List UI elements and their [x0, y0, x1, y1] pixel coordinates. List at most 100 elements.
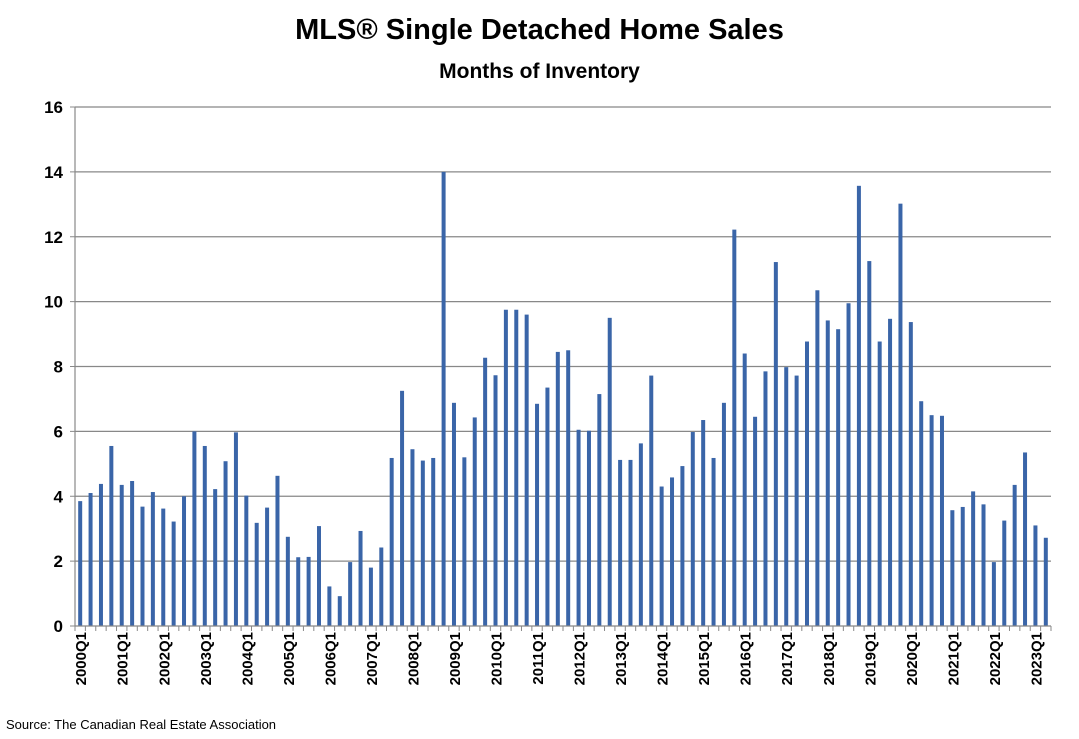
bar-2008Q2 — [420, 460, 425, 626]
bar-2022Q4 — [1023, 452, 1028, 626]
bar-2017Q2 — [794, 375, 799, 626]
x-tick-label: 2006Q1 — [322, 632, 339, 685]
x-tick-label: 2003Q1 — [198, 632, 215, 685]
x-tick-label: 2020Q1 — [904, 632, 921, 685]
bar-2013Q4 — [649, 375, 654, 626]
y-tick-label: 0 — [54, 617, 63, 636]
bar-2017Q1 — [784, 367, 789, 626]
bar-2009Q4 — [483, 357, 488, 626]
bar-2008Q4 — [441, 171, 446, 627]
bar-2021Q3 — [971, 491, 976, 626]
bar-2006Q4 — [358, 530, 363, 626]
bar-2018Q3 — [846, 303, 851, 626]
bar-2009Q3 — [472, 417, 477, 626]
bar-2014Q1 — [659, 486, 664, 626]
bar-2005Q3 — [306, 556, 311, 626]
y-axis-ticks: 0 2 4 6 8 10 12 14 16 — [44, 98, 75, 636]
bar-2022Q1 — [991, 562, 996, 626]
y-tick-label: 2 — [54, 552, 63, 571]
bar-2003Q3 — [223, 461, 228, 626]
x-tick-label: 2005Q1 — [281, 632, 298, 685]
bar-2000Q4 — [109, 445, 114, 626]
bar-2006Q1 — [327, 586, 332, 626]
bar-2005Q1 — [285, 536, 290, 626]
x-tick-label: 2000Q1 — [73, 632, 90, 685]
x-tick-label: 2021Q1 — [945, 632, 962, 685]
bar-2010Q2 — [503, 309, 508, 626]
x-tick-label: 2022Q1 — [987, 632, 1004, 685]
bar-2015Q1 — [701, 420, 706, 626]
y-tick-label: 6 — [54, 422, 63, 441]
x-tick-label: 2004Q1 — [239, 632, 256, 685]
bar-2017Q3 — [805, 341, 809, 626]
bar-2018Q1 — [825, 320, 830, 626]
x-axis-ticks: 2000Q1 2001Q1 2002Q1 2003Q1 2004Q1 2005Q1 2006… — [73, 626, 1052, 685]
bar-2015Q4 — [732, 229, 737, 627]
x-tick-label: 2016Q1 — [738, 632, 755, 685]
bar-2018Q2 — [836, 329, 841, 626]
bar-2022Q2 — [1002, 520, 1007, 626]
x-tick-label: 2023Q1 — [1028, 632, 1045, 685]
bar-2022Q3 — [1012, 484, 1017, 626]
bar-2016Q3 — [763, 371, 768, 626]
x-tick-label: 2018Q1 — [821, 632, 838, 685]
bar-2012Q3 — [597, 394, 602, 626]
bar-2009Q2 — [462, 457, 467, 626]
bar-2014Q2 — [670, 477, 675, 626]
bar-2006Q2 — [337, 596, 342, 626]
bar-2020Q3 — [929, 415, 934, 626]
bar-2007Q1 — [368, 567, 373, 626]
bar-2016Q2 — [753, 416, 758, 626]
bar-2017Q4 — [815, 290, 820, 626]
y-tick-label: 8 — [54, 358, 63, 377]
x-tick-label: 2002Q1 — [156, 632, 173, 685]
y-tick-label: 12 — [44, 228, 63, 247]
x-tick-label: 2012Q1 — [572, 632, 589, 685]
y-tick-label: 16 — [44, 98, 63, 117]
bar-2019Q3 — [888, 318, 893, 626]
bar-2016Q4 — [773, 262, 778, 626]
bar-2012Q4 — [607, 317, 612, 626]
x-tick-label: 2001Q1 — [115, 632, 132, 685]
bar-2001Q4 — [150, 492, 155, 626]
x-tick-label: 2010Q1 — [489, 632, 506, 685]
y-tick-label: 14 — [44, 163, 63, 182]
bar-2002Q1 — [161, 508, 166, 626]
bar-2018Q4 — [856, 185, 861, 626]
bar-2013Q3 — [638, 443, 643, 626]
gridlines — [75, 106, 1051, 562]
bar-2011Q3 — [555, 351, 560, 626]
bar-2014Q4 — [690, 432, 695, 626]
bar-2006Q3 — [348, 562, 353, 626]
bar-2010Q1 — [493, 375, 498, 626]
bar-2011Q4 — [566, 350, 571, 626]
x-tick-label: 2011Q1 — [530, 632, 547, 685]
chart-title: MLS® Single Detached Home Sales — [295, 14, 784, 46]
bar-2008Q3 — [431, 457, 436, 626]
bar-2010Q4 — [524, 314, 529, 626]
bar-2021Q4 — [981, 504, 986, 626]
bar-2021Q1 — [950, 510, 955, 626]
bar-2007Q4 — [400, 390, 405, 626]
x-tick-label: 2014Q1 — [655, 632, 672, 685]
bar-2011Q1 — [535, 403, 540, 626]
bar-2003Q1 — [202, 445, 207, 626]
bar-2019Q1 — [867, 261, 872, 626]
bar-2003Q4 — [233, 432, 238, 626]
bar-2005Q4 — [317, 526, 321, 626]
bar-2004Q3 — [265, 507, 270, 626]
chart-subtitle: Months of Inventory — [439, 60, 640, 83]
x-tick-label: 2009Q1 — [447, 632, 464, 685]
bar-2023Q2 — [1043, 537, 1048, 626]
x-tick-label: 2015Q1 — [696, 632, 713, 685]
bar-2019Q2 — [877, 341, 882, 626]
bar-2001Q2 — [130, 481, 135, 626]
bar-2002Q3 — [182, 496, 187, 626]
bar-2020Q1 — [908, 322, 913, 626]
bar-2013Q2 — [628, 459, 633, 626]
bar-2000Q1 — [78, 501, 83, 626]
bar-2010Q3 — [514, 309, 519, 626]
bar-2019Q4 — [898, 203, 903, 626]
bar-2002Q4 — [192, 431, 197, 627]
